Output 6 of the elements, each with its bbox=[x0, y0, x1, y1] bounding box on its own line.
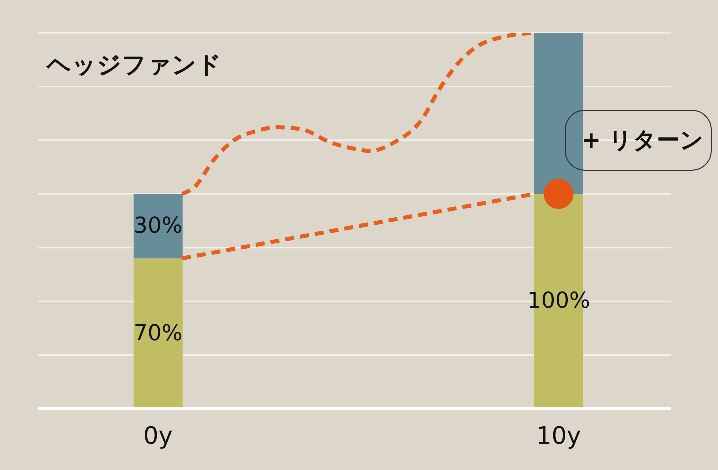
data-label: 70% bbox=[134, 321, 183, 346]
annotation: + リターン bbox=[580, 127, 706, 156]
x-tick-label: 0y bbox=[143, 422, 173, 450]
text: ヘッジファンド bbox=[47, 50, 222, 81]
data-label: 30% bbox=[134, 214, 183, 239]
x-tick-label: 10y bbox=[536, 422, 582, 450]
